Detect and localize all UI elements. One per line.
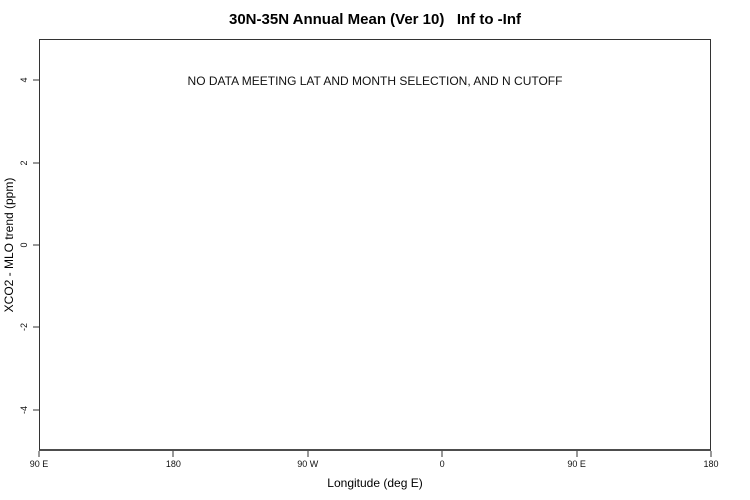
y-tick-mark — [33, 244, 39, 246]
x-axis: 90 E 180 90 W 0 90 E 180 — [30, 451, 719, 471]
y-axis-label: XCO2 - MLO trend (ppm) — [2, 177, 16, 313]
y-tick-label: 0 — [19, 242, 29, 248]
y-axis: -4 -2 0 2 4 — [0, 39, 39, 451]
y-tick-mark — [33, 326, 39, 328]
y-tick-label: 2 — [19, 160, 29, 166]
x-tick-label: 90 E — [29, 459, 49, 469]
x-tick-mark — [307, 451, 309, 457]
x-tick-label: 0 — [439, 459, 445, 469]
y-tick-label: 4 — [19, 77, 29, 83]
chart-title: 30N-35N Annual Mean (Ver 10) Inf to -Inf — [229, 11, 521, 28]
x-tick-label: 90 E — [567, 459, 586, 469]
x-tick-mark — [576, 451, 578, 457]
x-tick-mark — [38, 451, 40, 457]
x-tick-label: 90 W — [297, 459, 319, 469]
x-tick-label: 180 — [703, 459, 719, 469]
y-tick-mark — [33, 79, 39, 81]
y-tick-mark — [33, 162, 39, 164]
x-tick-mark — [172, 451, 174, 457]
x-axis-label: Longitude (deg E) — [327, 476, 423, 490]
x-tick-mark — [441, 451, 443, 457]
x-tick-mark — [710, 451, 712, 457]
plot-area: NO DATA MEETING LAT AND MONTH SELECTION,… — [39, 39, 711, 451]
y-tick-mark — [33, 409, 39, 411]
no-data-message: NO DATA MEETING LAT AND MONTH SELECTION,… — [187, 73, 563, 88]
y-tick-label: -4 — [19, 405, 29, 414]
x-tick-label: 180 — [165, 459, 181, 469]
y-tick-label: -2 — [19, 323, 29, 332]
